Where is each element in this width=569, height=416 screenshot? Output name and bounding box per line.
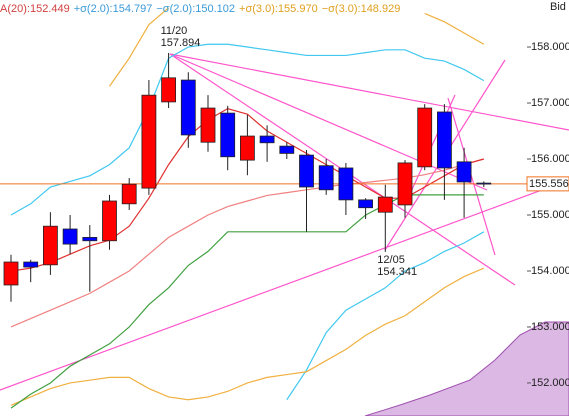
y-tick-label: 154.000 <box>531 265 569 277</box>
candle-body <box>436 111 452 169</box>
candle-body <box>121 183 137 205</box>
candle-body <box>318 165 334 191</box>
legend-item: +σ(2.0):154.797 <box>74 3 153 15</box>
candle-body <box>338 167 354 201</box>
candle-body <box>397 162 413 206</box>
candle-body <box>23 261 39 268</box>
y-tick-label: 153.000 <box>531 321 569 333</box>
cloud <box>364 321 569 416</box>
candle-body <box>102 200 117 242</box>
indicator-line <box>109 7 485 87</box>
trend-lines <box>0 53 569 391</box>
legend-item: +σ(3.0):155.970 <box>239 3 318 15</box>
y-tick-label: 155.000 <box>531 209 569 221</box>
indicator-line <box>10 194 484 409</box>
legend-item: A(20):152.449 <box>0 3 70 15</box>
price-label: Bid <box>550 1 566 13</box>
candle-body <box>220 112 236 158</box>
candle-body <box>200 107 216 143</box>
candle-body <box>259 135 275 144</box>
candle-body <box>417 107 433 168</box>
current-price-box <box>526 176 569 192</box>
y-tick-label: 152.000 <box>531 377 569 389</box>
legend-item: −σ(2.0):150.102 <box>156 3 235 15</box>
candle-body <box>299 154 314 188</box>
candle-body <box>358 199 374 209</box>
candle-body <box>62 228 78 245</box>
plot: 152.000 153.000 154.000 155.000 156.000 157.0… <box>0 7 569 409</box>
annotation-date: 12/05 <box>377 254 405 266</box>
y-tick-label: 158.000 <box>531 41 569 53</box>
annotation-date: 11/20 <box>161 25 188 37</box>
annotation-price: 154.341 <box>377 266 417 278</box>
indicator-line <box>286 231 485 401</box>
annotation-price: 157.894 <box>161 37 201 49</box>
indicator-line <box>10 267 485 406</box>
y-tick-label: 157.000 <box>531 97 569 109</box>
candle-body <box>180 79 196 136</box>
indicator-line <box>10 43 485 216</box>
candle-body <box>239 135 255 161</box>
candle-body <box>456 161 472 183</box>
candle-body <box>3 261 19 286</box>
candle-body <box>377 196 393 213</box>
candle-body <box>43 225 58 266</box>
current-price-label: 155.556 <box>529 178 569 190</box>
candle-body <box>279 145 295 154</box>
legend: A(20):152.449 +σ(2.0):154.797 −σ(2.0):150.… <box>0 3 400 15</box>
legend-item: −σ(3.0):148.929 <box>322 3 401 15</box>
y-tick-label: 156.000 <box>531 153 569 165</box>
candle-body <box>141 94 157 189</box>
candle-body <box>476 182 492 185</box>
candle-body <box>82 236 98 242</box>
candle-body <box>161 77 177 103</box>
